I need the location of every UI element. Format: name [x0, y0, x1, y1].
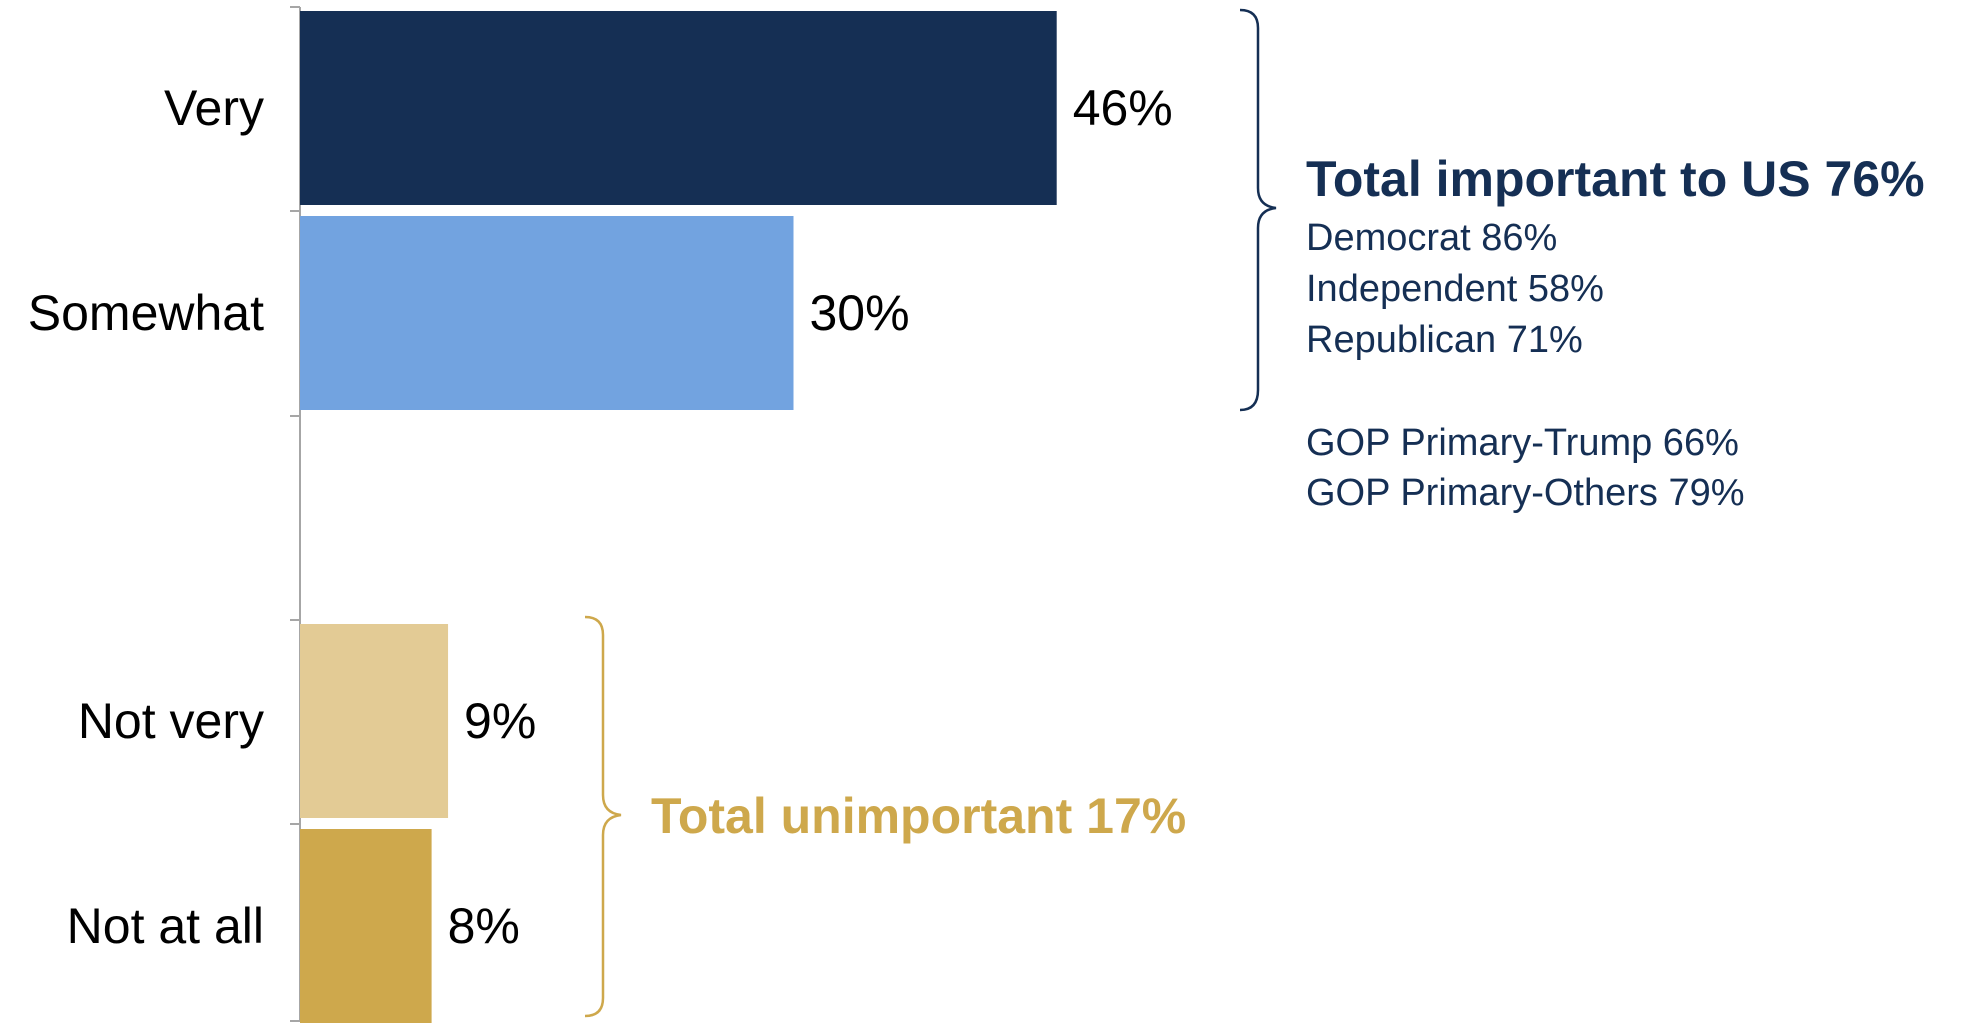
important-democrat-text: Democrat 86% [1306, 217, 1557, 259]
axis-layer [290, 6, 301, 1022]
bar-not-very [300, 624, 449, 818]
value-label-not-very: 9% [464, 693, 536, 749]
labels-layer: Very 46% Somewhat 30% Not very 9% Not at all 8% [28, 80, 1173, 954]
important-republican-text: Republican 71% [1306, 319, 1583, 361]
value-label-somewhat: 30% [810, 285, 910, 341]
gop-primary-others-text: GOP Primary-Others 79% [1306, 472, 1745, 514]
category-label-very: Very [164, 80, 264, 136]
category-label-not-at-all: Not at all [67, 898, 264, 954]
important-independent-text: Independent 58% [1306, 268, 1604, 310]
brace-important [1239, 8, 1277, 412]
brace-unimportant [584, 615, 622, 1018]
bars-layer [300, 11, 1057, 1023]
bar-very [300, 11, 1057, 205]
value-label-very: 46% [1073, 80, 1173, 136]
gop-primary-trump-text: GOP Primary-Trump 66% [1306, 422, 1739, 464]
bar-not-at-all [300, 829, 432, 1023]
important-total-title: Total important to US 76% [1306, 151, 1925, 207]
unimportant-total-title: Total unimportant 17% [651, 788, 1186, 844]
category-label-not-very: Not very [78, 693, 264, 749]
category-label-somewhat: Somewhat [28, 285, 264, 341]
value-label-not-at-all: 8% [448, 898, 520, 954]
bar-somewhat [300, 216, 794, 410]
